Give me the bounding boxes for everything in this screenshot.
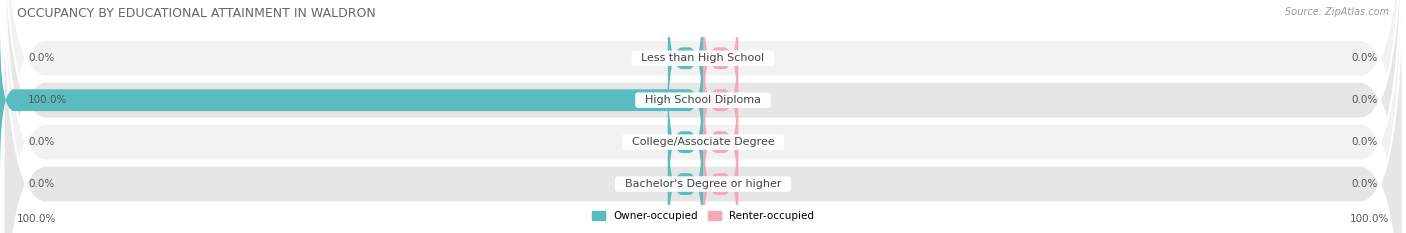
Text: Less than High School: Less than High School bbox=[634, 53, 772, 63]
FancyBboxPatch shape bbox=[703, 69, 738, 215]
Text: 100.0%: 100.0% bbox=[28, 95, 67, 105]
Text: 0.0%: 0.0% bbox=[1351, 95, 1378, 105]
FancyBboxPatch shape bbox=[3, 0, 1403, 233]
FancyBboxPatch shape bbox=[3, 0, 1403, 233]
FancyBboxPatch shape bbox=[3, 0, 1403, 233]
Text: 100.0%: 100.0% bbox=[17, 214, 56, 224]
Text: 0.0%: 0.0% bbox=[28, 53, 55, 63]
Text: High School Diploma: High School Diploma bbox=[638, 95, 768, 105]
FancyBboxPatch shape bbox=[703, 0, 738, 131]
FancyBboxPatch shape bbox=[668, 69, 703, 215]
FancyBboxPatch shape bbox=[0, 27, 703, 173]
Text: 0.0%: 0.0% bbox=[1351, 53, 1378, 63]
FancyBboxPatch shape bbox=[703, 111, 738, 233]
Text: 0.0%: 0.0% bbox=[1351, 137, 1378, 147]
Text: Bachelor's Degree or higher: Bachelor's Degree or higher bbox=[617, 179, 789, 189]
Legend: Owner-occupied, Renter-occupied: Owner-occupied, Renter-occupied bbox=[588, 207, 818, 226]
Text: 0.0%: 0.0% bbox=[28, 179, 55, 189]
Text: OCCUPANCY BY EDUCATIONAL ATTAINMENT IN WALDRON: OCCUPANCY BY EDUCATIONAL ATTAINMENT IN W… bbox=[17, 7, 375, 20]
FancyBboxPatch shape bbox=[3, 0, 1403, 233]
Text: Source: ZipAtlas.com: Source: ZipAtlas.com bbox=[1285, 7, 1389, 17]
Text: 0.0%: 0.0% bbox=[1351, 179, 1378, 189]
Text: 0.0%: 0.0% bbox=[28, 137, 55, 147]
FancyBboxPatch shape bbox=[668, 111, 703, 233]
Text: College/Associate Degree: College/Associate Degree bbox=[624, 137, 782, 147]
FancyBboxPatch shape bbox=[668, 0, 703, 131]
Text: 100.0%: 100.0% bbox=[1350, 214, 1389, 224]
FancyBboxPatch shape bbox=[703, 27, 738, 173]
